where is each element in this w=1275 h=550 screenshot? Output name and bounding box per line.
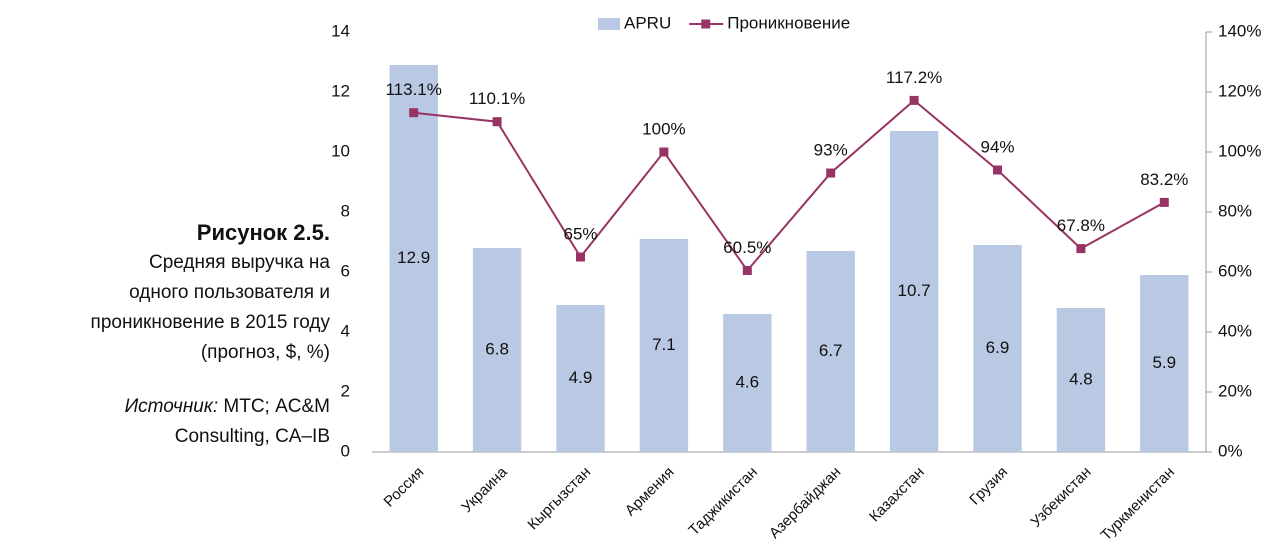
x-tick-label: Узбекистан [1027, 464, 1094, 531]
y2-tick-label: 140% [1218, 21, 1261, 40]
marker [659, 147, 669, 157]
x-tick-label: Россия [381, 464, 428, 511]
x-tick-label: Туркменистан [1098, 464, 1178, 544]
legend-label: Проникновение [727, 13, 850, 32]
source: Источник: МТС; AC&M Consulting, CA–IB [0, 392, 330, 452]
marker [1076, 244, 1086, 254]
legend-label: APRU [624, 13, 671, 32]
bar-label: 6.8 [485, 339, 509, 358]
bar [472, 248, 522, 452]
y2-tick-label: 40% [1218, 321, 1252, 340]
description-line: Средняя выручка на [148, 252, 330, 273]
x-tick-label: Кыргызстан [524, 464, 594, 534]
figure-number: Рисунок 2.5. [196, 220, 330, 245]
x-tick-label: Таджикистан [685, 464, 760, 539]
source-line: МТС; AC&M [223, 396, 330, 417]
x-tick-label: Азербайджан [766, 464, 844, 542]
y2-tick-label: 120% [1218, 81, 1261, 100]
y-tick-label: 8 [341, 201, 350, 220]
line [413, 99, 1165, 273]
line-label: 117.2% [886, 68, 942, 87]
x-tick-label: Украина [458, 463, 511, 516]
y-tick-label: 6 [341, 261, 350, 280]
marker [576, 252, 585, 262]
y2-tick-label: 0% [1218, 441, 1243, 460]
line-label: 100% [642, 119, 685, 138]
bar-label: 5.9 [1152, 353, 1176, 372]
y-tick-label: 4 [341, 321, 350, 340]
description-line: одного пользователя и [129, 282, 330, 303]
bar [389, 65, 438, 452]
line-label: 94% [980, 137, 1014, 156]
line-label: 93% [814, 140, 848, 159]
bar-label: 7.1 [652, 335, 676, 354]
marker [909, 95, 919, 105]
line-label: 65% [563, 224, 597, 243]
line-label: 67.8% [1057, 216, 1105, 235]
bar-label: 4.6 [735, 372, 759, 391]
y-tick-label: 2 [341, 381, 350, 400]
bar [556, 305, 605, 452]
y-tick-label: 10 [331, 141, 350, 160]
y-tick-label: 14 [331, 21, 350, 40]
marker [742, 266, 752, 275]
marker [993, 165, 1002, 175]
y2-tick-label: 100% [1218, 141, 1261, 160]
y2-tick-label: 20% [1218, 381, 1252, 400]
bar [973, 245, 1022, 452]
marker [1159, 197, 1169, 207]
bar-label: 4.8 [1069, 369, 1093, 388]
source-line: Consulting, CA–IB [174, 426, 330, 447]
bar [1140, 275, 1189, 452]
caption: Рисунок 2.5. Средняя выручка на одного п… [0, 218, 330, 452]
legend-marker [701, 19, 711, 29]
bar-label: 6.9 [986, 338, 1010, 357]
bar [1056, 308, 1106, 452]
bar [889, 131, 939, 452]
y-tick-label: 12 [331, 81, 350, 100]
description-line: проникновение в 2015 году [90, 312, 330, 333]
marker [492, 117, 502, 127]
marker [826, 168, 836, 178]
description-line: (прогноз, $, %) [200, 342, 330, 363]
y-tick-label: 0 [341, 441, 350, 460]
line-label: 60.5% [723, 238, 771, 257]
source-label: Источник: [124, 396, 219, 417]
x-tick-label: Грузия [966, 464, 1011, 509]
marker [409, 108, 419, 118]
bar-label: 12.9 [397, 248, 430, 267]
line-label: 110.1% [469, 89, 525, 108]
line-label: 113.1% [385, 80, 441, 99]
bar [639, 239, 689, 452]
line-label: 83.2% [1140, 170, 1188, 189]
bar-label: 4.9 [569, 368, 593, 387]
y2-tick-label: 60% [1218, 261, 1252, 280]
legend-swatch [598, 18, 620, 30]
x-tick-label: Армения [622, 464, 678, 520]
description: Средняя выручка на одного пользователя и… [0, 248, 330, 368]
bar [806, 251, 855, 452]
bar-label: 10.7 [898, 281, 931, 300]
bar-label: 6.7 [819, 341, 843, 360]
y2-tick-label: 80% [1218, 201, 1252, 220]
x-tick-label: Казахстан [866, 464, 928, 526]
bar [723, 314, 772, 452]
